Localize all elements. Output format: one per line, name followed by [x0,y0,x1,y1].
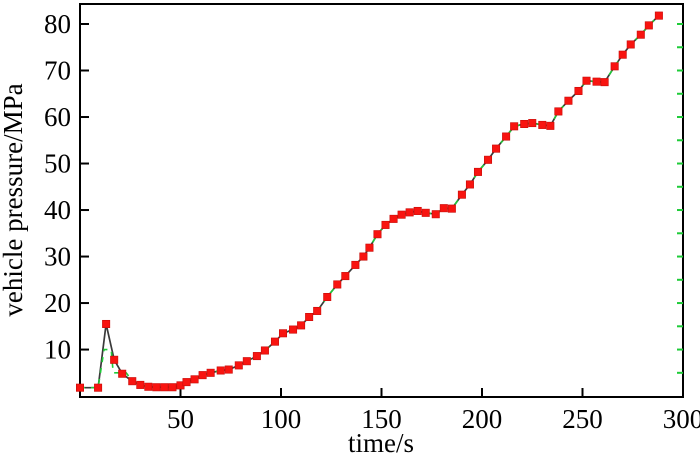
data-point-marker [224,365,233,374]
data-point-marker [610,62,619,71]
data-point-marker [297,321,306,330]
data-point-marker [128,377,137,386]
data-point-marker [136,380,145,389]
data-point-marker [654,11,663,20]
data-point-marker [359,252,368,261]
data-point-marker [389,214,398,223]
data-point-marker [365,243,374,252]
data-point-marker [206,368,215,377]
x-tick-label: 100 [261,404,302,434]
data-point-marker [313,306,322,315]
data-point-marker [144,382,153,391]
data-point-marker [626,40,635,49]
data-point-marker [94,383,103,392]
data-point-marker [484,155,493,164]
data-point-marker [289,325,298,334]
x-tick-label: 150 [361,404,402,434]
plot-border [79,3,684,398]
x-tick-label: 200 [462,404,503,434]
data-point-marker [447,204,456,213]
y-tick-label: 40 [44,195,71,225]
data-point-marker [381,220,390,229]
data-point-marker [554,107,563,116]
data-point-marker [160,383,169,392]
data-point-marker [564,96,573,105]
data-point-marker [110,355,119,364]
data-point-marker [260,346,269,355]
data-point-marker [582,76,591,85]
data-point-marker [168,383,177,392]
data-point-marker [76,383,85,392]
y-axis-label: vehicle pressure/MPa [0,83,28,316]
data-point-marker [574,86,583,95]
data-point-marker [538,120,547,129]
data-point-marker [465,180,474,189]
data-point-marker [190,375,199,384]
data-point-marker [502,132,511,141]
data-point-marker [198,371,207,380]
data-point-marker [405,208,414,217]
x-axis-label: time/s [348,428,414,456]
x-tick-label: 50 [167,404,194,434]
data-point-marker [234,361,243,370]
data-point-marker [270,337,279,346]
y-tick-label: 20 [44,288,71,318]
y-tick-label: 70 [44,56,71,86]
data-point-marker [118,369,127,378]
data-point-marker [152,383,161,392]
y-tick-label: 60 [44,102,71,132]
x-tick-label: 250 [562,404,603,434]
data-point-marker [492,144,501,153]
data-point-marker [373,230,382,239]
data-point-marker [546,121,555,130]
measured-line [80,14,660,389]
y-tick-label: 50 [44,149,71,179]
data-point-marker [431,210,440,219]
data-point-marker [473,167,482,176]
data-point-marker [333,280,342,289]
data-point-marker [242,357,251,366]
y-tick-label: 80 [44,9,71,39]
data-point-marker [644,21,653,30]
data-point-marker [252,352,261,361]
data-point-marker [528,119,537,128]
data-point-marker [520,119,529,128]
y-tick-label: 10 [44,335,71,365]
data-point-marker [341,272,350,281]
data-point-marker [439,204,448,213]
data-point-marker [323,293,332,302]
data-point-marker [592,77,601,86]
data-point-marker [618,50,627,59]
data-point-marker [216,366,225,375]
data-point-marker [457,190,466,199]
data-point-marker [351,260,360,269]
data-point-marker [279,329,288,338]
data-point-marker [413,206,422,215]
data-point-marker [182,378,191,387]
data-point-marker [421,208,430,217]
data-point-marker [397,210,406,219]
data-point-marker [305,313,314,322]
fitted-dashed-line [80,15,660,389]
plot-area: 50 100 150 200 250 300 10 20 30 40 50 60 70 80 [44,3,700,434]
data-point-marker [636,30,645,39]
data-point-marker [102,319,111,328]
x-tick-label: 300 [663,404,700,434]
y-tick-label: 30 [44,242,71,272]
data-point-marker [510,122,519,131]
data-point-marker [600,78,609,87]
